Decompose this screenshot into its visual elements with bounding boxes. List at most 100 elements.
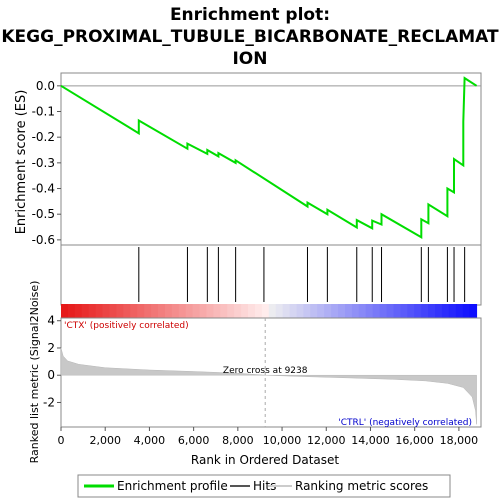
color-bar-segment: [144, 304, 152, 318]
chart-title-line-2: KEGG_PROXIMAL_TUBULE_BICARBONATE_RECLAMA…: [1, 27, 499, 47]
hits-panel-frame: [60, 244, 482, 306]
x-tick-label: 8,000: [222, 434, 254, 447]
color-bar-segment: [379, 304, 388, 318]
color-bar-segment: [157, 304, 166, 318]
color-bar-segment: [289, 304, 297, 318]
color-bar-segment: [254, 304, 263, 318]
color-bar-segment: [74, 304, 83, 318]
color-bar-segment: [241, 304, 249, 318]
color-bar-segment: [324, 304, 332, 318]
es-y-tick-label: -0.5: [32, 207, 55, 221]
color-bar-segment: [372, 304, 381, 318]
legend: Enrichment profile Hits Ranking metric s…: [77, 474, 451, 498]
color-bar-segment: [296, 304, 304, 318]
negative-correlated-label: 'CTRL' (negatively correlated): [338, 418, 472, 428]
legend-frame: [77, 474, 451, 498]
color-bar-segment: [317, 304, 325, 318]
color-bar-segment: [171, 304, 180, 318]
color-bar-segment: [303, 304, 311, 318]
color-bar-segment: [61, 304, 69, 318]
legend-ranking-metric-label: Ranking metric scores: [295, 479, 428, 493]
color-bar-segment: [275, 304, 284, 318]
color-bar-segment: [130, 304, 138, 318]
color-bar-segment: [213, 304, 221, 318]
x-axis-label: Rank in Ordered Dataset: [191, 453, 339, 467]
metric-y-tick-label: 2: [47, 341, 55, 355]
x-tick-label: 6,000: [178, 434, 210, 447]
color-bar-segment: [469, 304, 478, 318]
color-bar-segment: [164, 304, 173, 318]
es-y-axis-label: Enrichment score (ES): [14, 90, 29, 235]
color-bar-segment: [358, 304, 367, 318]
color-bar-segment: [185, 304, 194, 318]
es-y-tick-label: 0.0: [36, 79, 55, 93]
es-panel: 0.0 -0.1 -0.2 -0.3 -0.4 -0.5 -0.6 Enrichment s…: [14, 72, 482, 247]
rank-color-bar: [61, 304, 478, 318]
color-bar-segment: [123, 304, 131, 318]
es-y-tick-label: -0.3: [32, 156, 55, 170]
x-tick-label: 16,000: [395, 434, 434, 447]
color-bar-segment: [421, 304, 429, 318]
color-bar-segment: [95, 304, 104, 318]
x-tick-label: 2,000: [89, 434, 121, 447]
color-bar-segment: [351, 304, 360, 318]
color-bar-segment: [206, 304, 214, 318]
es-panel-frame: [60, 72, 482, 246]
color-bar-segment: [109, 304, 117, 318]
positive-correlated-label: 'CTX' (positively correlated): [64, 321, 189, 331]
color-bar-segment: [282, 304, 291, 318]
color-bar-segment: [448, 304, 457, 318]
color-bar-segment: [393, 304, 401, 318]
es-y-tick-label: -0.6: [32, 233, 55, 247]
color-bar-segment: [261, 304, 270, 318]
color-bar-segment: [192, 304, 201, 318]
color-bar-segment: [67, 304, 76, 318]
metric-y-tick-label: 0: [47, 368, 55, 382]
legend-hits-label: Hits: [253, 479, 276, 493]
color-bar-segment: [88, 304, 97, 318]
metric-y-tick-label: -2: [43, 395, 55, 409]
color-bar-segment: [407, 304, 415, 318]
color-bar-segment: [400, 304, 408, 318]
metric-y-axis-label: Ranked list metric (Signal2Noise): [28, 281, 41, 464]
metric-y-tick-label: 4: [47, 314, 55, 328]
x-axis-ticks: 0 2,000 4,000 6,000 8,000 10,000 12,000 14,000 1…: [58, 427, 479, 447]
color-bar-segment: [234, 304, 242, 318]
color-bar-segment: [310, 304, 318, 318]
x-tick-label: 18,000: [440, 434, 479, 447]
ranking-metric-area: [60, 347, 477, 425]
metric-y-ticks: 4 2 0 -2: [43, 314, 61, 409]
color-bar-segment: [428, 304, 436, 318]
color-bar-segment: [220, 304, 228, 318]
color-bar-segment: [227, 304, 235, 318]
ranked-metric-panel: 4 2 0 -2 Zero cross at 9238 'CTX' (positive…: [28, 281, 482, 464]
color-bar-segment: [248, 304, 256, 318]
color-bar-segment: [414, 304, 422, 318]
x-tick-label: 10,000: [263, 434, 302, 447]
color-bar-segment: [344, 304, 353, 318]
es-y-tick-label: -0.2: [32, 130, 55, 144]
x-tick-label: 12,000: [307, 434, 346, 447]
zero-cross-label: Zero cross at 9238: [223, 366, 308, 376]
color-bar-segment: [386, 304, 394, 318]
chart-title-line-3: ION: [232, 49, 267, 69]
legend-enrichment-profile-label: Enrichment profile: [117, 479, 228, 493]
color-bar-segment: [331, 304, 339, 318]
hits-panel: [60, 244, 482, 306]
es-y-tick-label: -0.4: [32, 182, 55, 196]
x-tick-label: 0: [58, 434, 65, 447]
color-bar-segment: [338, 304, 346, 318]
enrichment-profile-line: [60, 76, 478, 240]
es-y-tick-label: -0.1: [32, 105, 55, 119]
hit-lines: [138, 247, 466, 302]
es-y-ticks: 0.0 -0.1 -0.2 -0.3 -0.4 -0.5 -0.6: [32, 79, 61, 247]
color-bar-segment: [365, 304, 374, 318]
color-bar-segment: [151, 304, 159, 318]
color-bar-segment: [137, 304, 145, 318]
color-bar-segment: [441, 304, 450, 318]
color-bar-segment: [102, 304, 110, 318]
chart-title-line-1: Enrichment plot:: [170, 5, 330, 25]
x-tick-label: 14,000: [351, 434, 390, 447]
